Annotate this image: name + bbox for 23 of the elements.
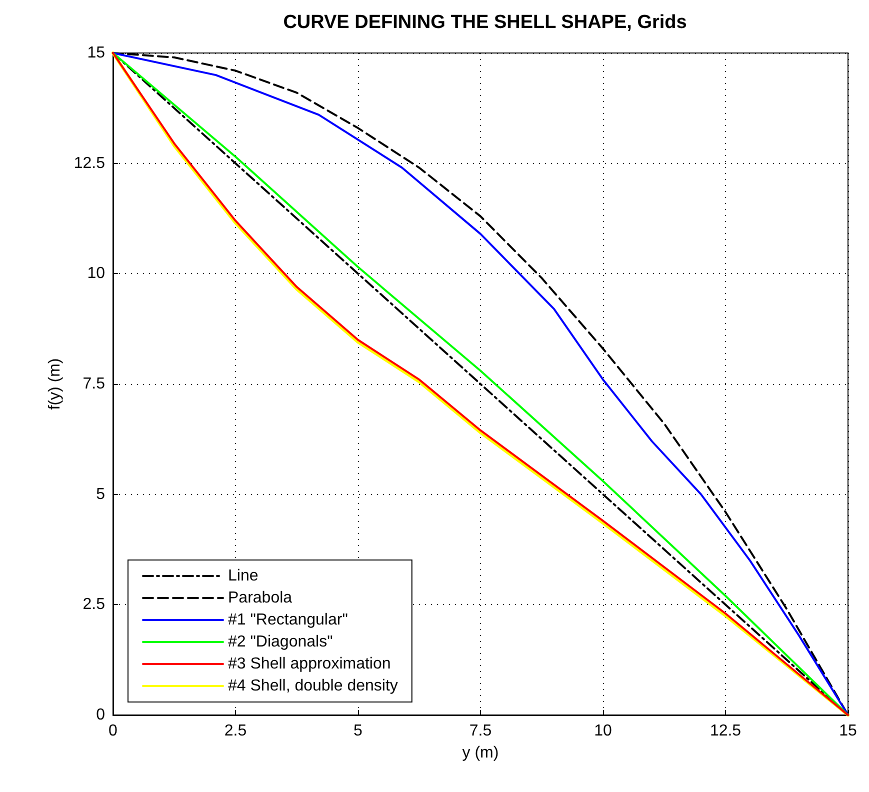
y-tick-label: 2.5 xyxy=(82,596,106,614)
y-tick-label: 0 xyxy=(96,706,106,724)
y-tick-label: 10 xyxy=(87,265,106,282)
y-axis-title: f(y) (m) xyxy=(46,358,64,410)
legend-label: #1 "Rectangular" xyxy=(228,612,348,628)
y-tick-label: 15 xyxy=(87,44,106,62)
x-tick-label: 15 xyxy=(839,722,857,740)
x-tick-label: 2.5 xyxy=(224,722,247,740)
legend-label: Line xyxy=(228,568,258,584)
y-tick-label: 7.5 xyxy=(82,376,106,392)
chart-title: CURVE DEFINING THE SHELL SHAPE, Grids xyxy=(283,12,687,33)
x-tick-label: 10 xyxy=(594,722,612,740)
x-axis-title: y (m) xyxy=(462,744,499,762)
x-tick-label: 5 xyxy=(354,722,363,740)
legend-label: Parabola xyxy=(228,590,292,606)
legend-label: #2 "Diagonals" xyxy=(228,634,333,650)
x-tick-label: 12.5 xyxy=(710,722,742,740)
y-tick-label: 5 xyxy=(96,486,106,503)
legend-label: #4 Shell, double density xyxy=(228,678,398,694)
x-tick-label: 0 xyxy=(108,722,118,740)
x-tick-label: 7.5 xyxy=(469,722,492,740)
y-tick-label: 12.5 xyxy=(74,154,106,172)
legend-label: #3 Shell approximation xyxy=(228,656,391,672)
